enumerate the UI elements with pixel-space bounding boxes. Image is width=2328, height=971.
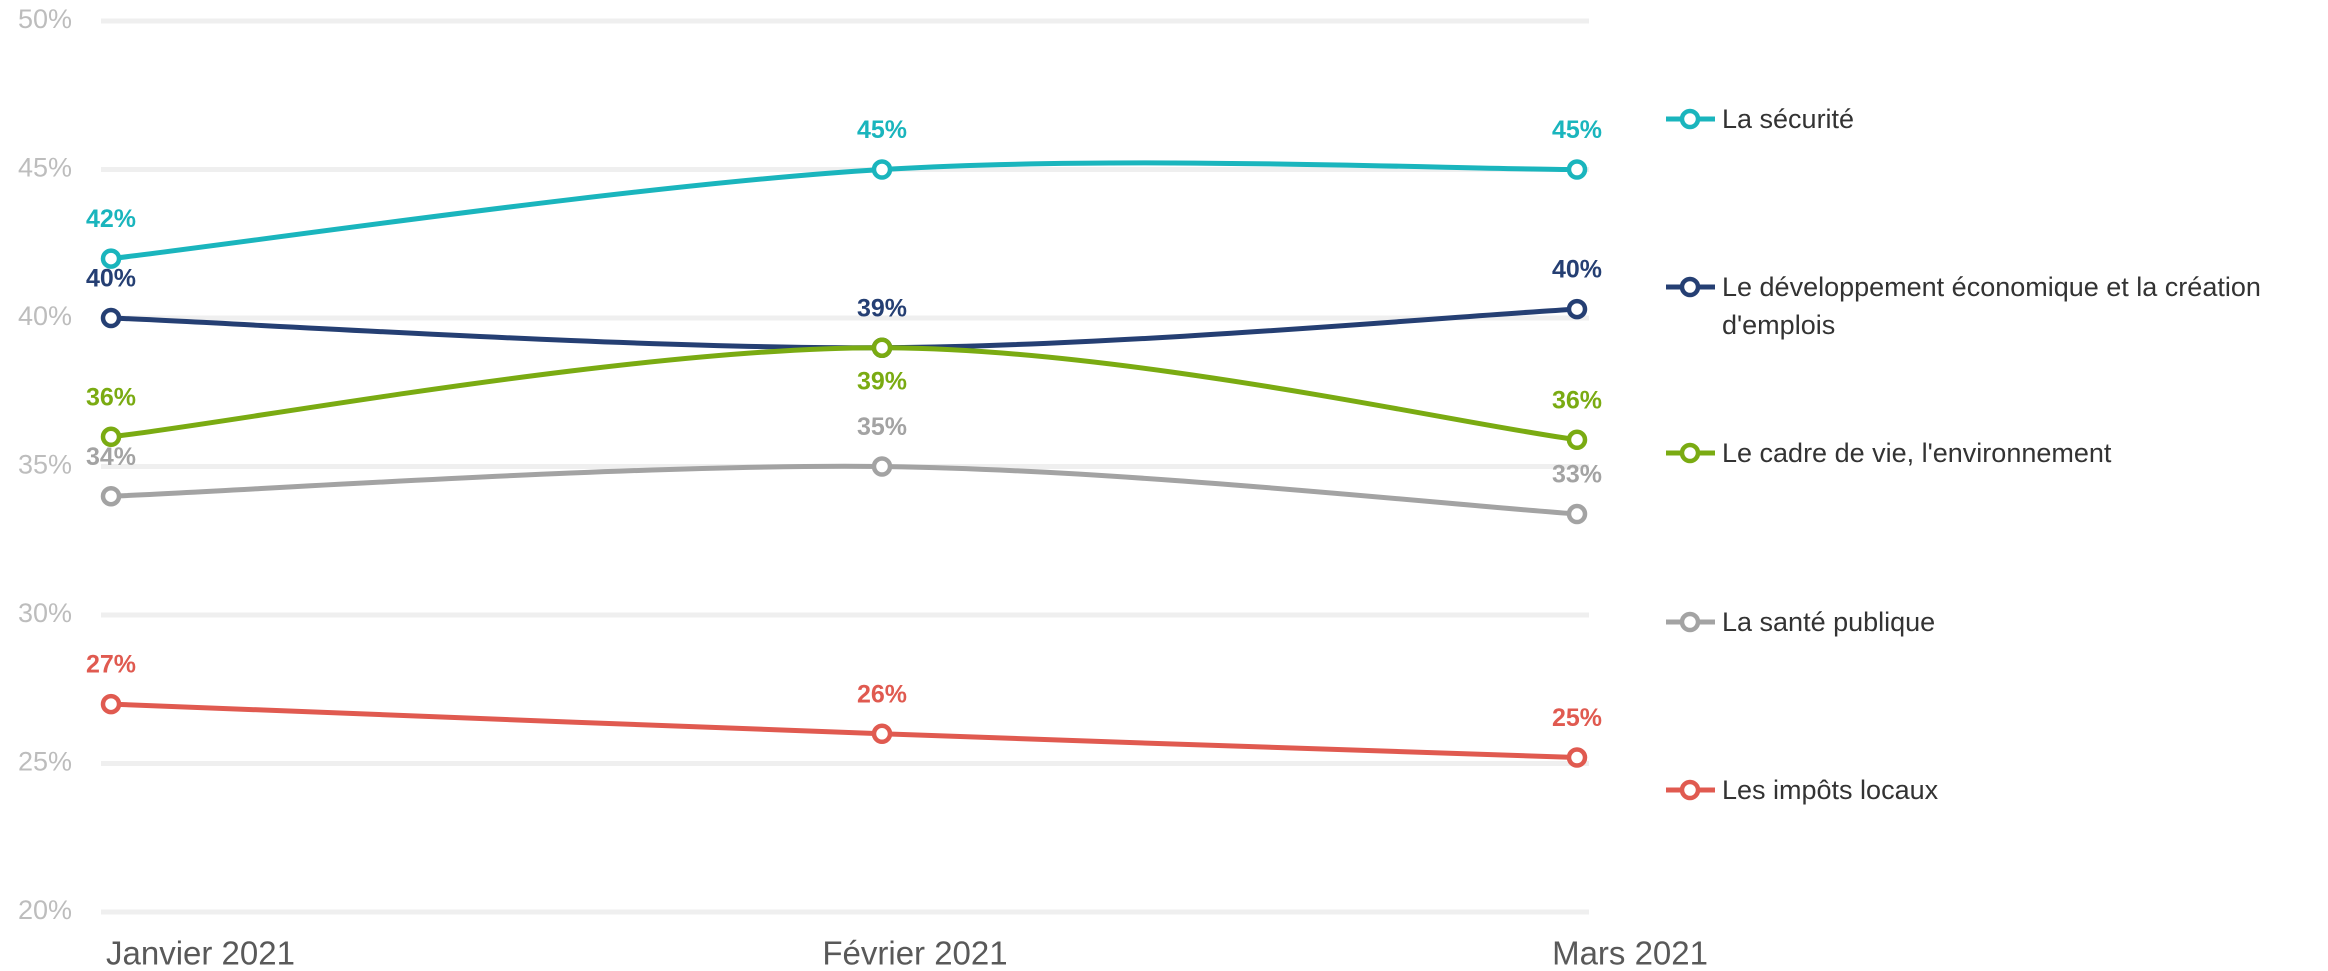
- y-tick-label: 20%: [18, 895, 72, 925]
- series-line: [110, 160, 1578, 262]
- x-tick-label: Février 2021: [822, 935, 1007, 971]
- y-tick-label: 40%: [18, 301, 72, 331]
- legend-label: Le développement économique et la créati…: [1722, 272, 2261, 340]
- point: [1566, 159, 1588, 180]
- point: [871, 159, 893, 180]
- point: [871, 337, 893, 358]
- legend-label: La sécurité: [1722, 104, 1855, 134]
- y-tick-label: 35%: [18, 450, 72, 480]
- legend-label: Les impôts locaux: [1722, 775, 1939, 805]
- point: [871, 456, 893, 477]
- data-label: 40%: [86, 265, 136, 293]
- point: [1566, 747, 1588, 768]
- y-tick-label: 45%: [18, 153, 72, 183]
- legend-marker: [1679, 442, 1701, 464]
- data-label: 26%: [857, 680, 907, 708]
- point: [1566, 503, 1588, 525]
- point: [100, 307, 122, 329]
- data-label: 33%: [1552, 461, 1602, 489]
- data-label: 45%: [1552, 116, 1602, 144]
- series-line: [110, 701, 1578, 761]
- y-tick-label: 30%: [18, 598, 72, 628]
- point: [871, 723, 893, 745]
- data-label: 34%: [86, 443, 136, 471]
- point: [100, 248, 122, 269]
- point: [1566, 298, 1588, 320]
- series-line: [110, 306, 1578, 351]
- point: [100, 693, 122, 715]
- data-label: 36%: [1552, 386, 1602, 414]
- data-label: 35%: [857, 413, 907, 441]
- legend-marker: [1679, 611, 1701, 633]
- series-line: [110, 345, 1578, 443]
- series-line: [110, 463, 1578, 517]
- data-label: 39%: [857, 294, 907, 322]
- x-tick-label: Janvier 2021: [106, 935, 295, 971]
- point: [100, 485, 122, 507]
- data-label: 39%: [857, 367, 907, 395]
- point: [100, 426, 122, 448]
- y-tick-label: 25%: [18, 747, 72, 777]
- data-label: 45%: [857, 116, 907, 144]
- legend-marker: [1679, 276, 1701, 298]
- y-tick-label: 50%: [18, 4, 72, 34]
- legend-label: La santé publique: [1722, 607, 1936, 637]
- legend-marker: [1679, 779, 1701, 801]
- data-label: 36%: [86, 383, 136, 411]
- data-label: 27%: [86, 651, 136, 679]
- data-label: 40%: [1552, 256, 1602, 284]
- data-label: 25%: [1552, 704, 1602, 732]
- data-label: 42%: [86, 205, 136, 233]
- legend-marker: [1679, 108, 1701, 130]
- point: [1566, 429, 1588, 451]
- x-tick-label: Mars 2021: [1552, 935, 1708, 971]
- legend-label: Le cadre de vie, l'environnement: [1722, 438, 2112, 468]
